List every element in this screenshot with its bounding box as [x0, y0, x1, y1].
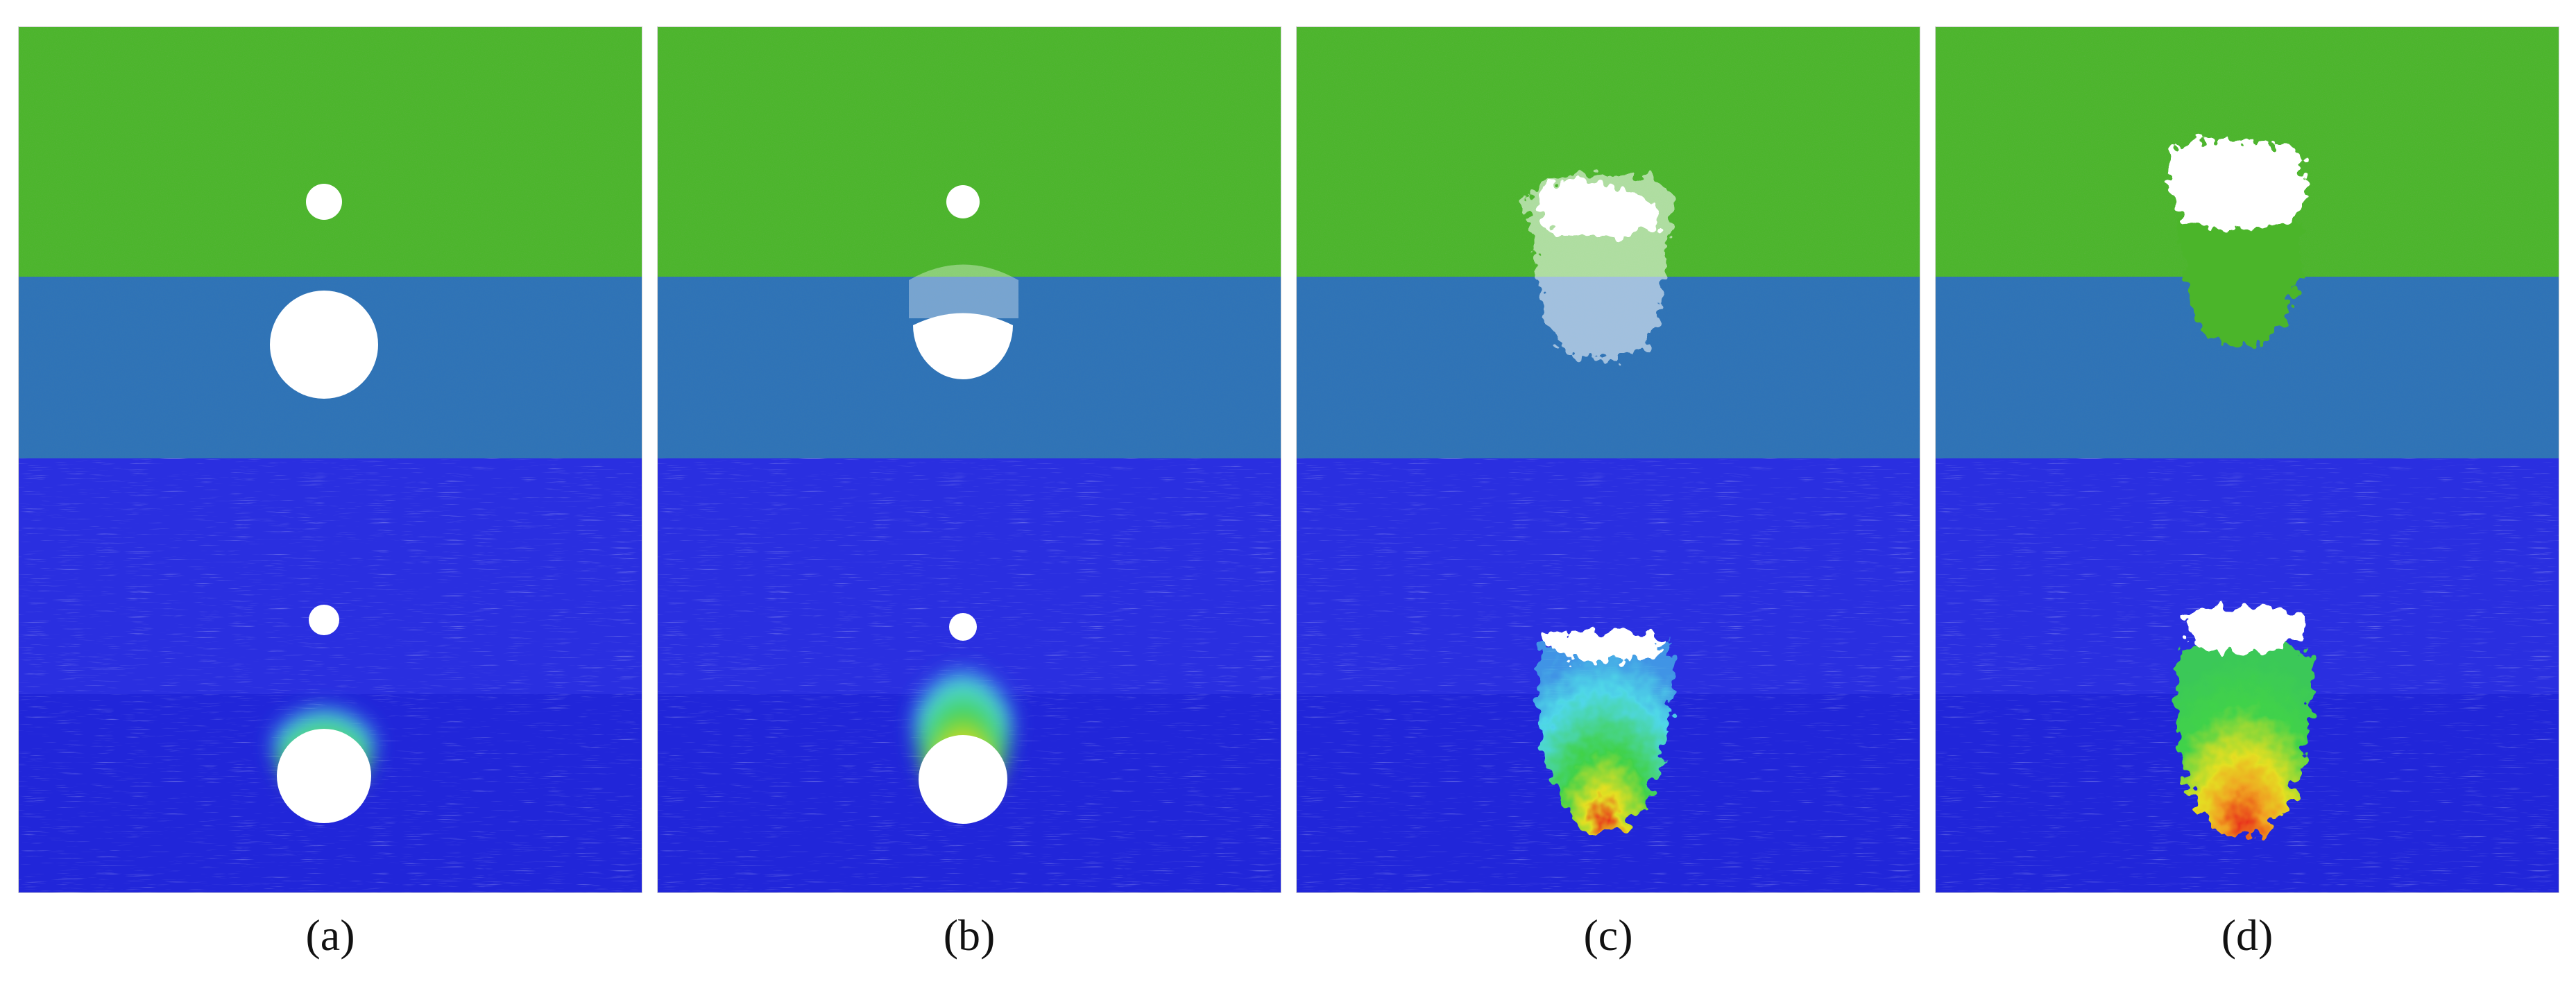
panel-c-image: [1297, 27, 1920, 892]
large-void: [270, 291, 378, 399]
caption-a: (a): [305, 910, 355, 960]
deformed-void: [913, 313, 1013, 379]
velocity-plume: [2176, 641, 2311, 838]
green-intrusion: [2175, 207, 2301, 346]
large-void-field: [277, 729, 371, 823]
panel-c: [1296, 26, 1920, 893]
panel-a: [18, 26, 642, 893]
void-cap-field: [1546, 629, 1664, 662]
panel-d-image: [1936, 27, 2559, 892]
panel-b: [657, 26, 1281, 893]
large-void-field: [919, 735, 1007, 824]
void-cloud: [2169, 139, 2308, 230]
small-void: [306, 184, 342, 220]
small-void-field: [309, 605, 339, 635]
small-void: [946, 185, 980, 218]
caption-c: (c): [1583, 910, 1633, 960]
panel-d: [1935, 26, 2559, 893]
caption-b: (b): [943, 910, 996, 960]
panel-b-image: [658, 27, 1281, 892]
void-cloud: [1538, 181, 1661, 238]
void-trail: [909, 264, 1018, 318]
small-void-field: [949, 613, 977, 641]
panel-a-image: [19, 27, 642, 892]
caption-d: (d): [2221, 910, 2274, 960]
velocity-plume: [1537, 634, 1672, 835]
void-cap-field: [2185, 606, 2304, 655]
